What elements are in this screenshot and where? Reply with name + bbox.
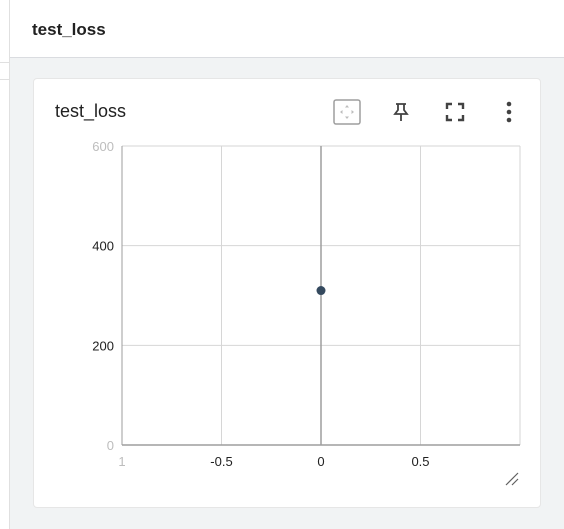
section-header: test_loss [10, 0, 564, 58]
fullscreen-button[interactable] [440, 97, 470, 127]
chart-points [316, 286, 326, 296]
data-point [316, 286, 326, 296]
fullscreen-icon [445, 102, 465, 122]
x-tick-label: -0.5 [210, 454, 232, 469]
more-vert-icon [506, 101, 512, 123]
pin-icon [393, 103, 409, 121]
section-title: test_loss [32, 20, 106, 39]
left-panel-edge [0, 0, 10, 529]
y-tick-label: 200 [92, 338, 114, 353]
chart-tick-labels: 1 -0.5 0 0.5 0 200 400 600 [92, 139, 429, 469]
y-tick-label: 0 [107, 438, 114, 453]
chart-axes [121, 146, 520, 446]
card-title: test_loss [55, 101, 127, 121]
y-tick-label: 400 [92, 239, 114, 254]
x-tick-label: 0 [317, 454, 324, 469]
x-tick-label: 0.5 [411, 454, 429, 469]
x-tick-label: 1 [118, 454, 125, 469]
fit-domain-icon [333, 99, 361, 125]
resize-handle-icon[interactable] [505, 472, 519, 486]
y-tick-label: 600 [92, 139, 114, 154]
fit-domain-button[interactable] [332, 97, 362, 127]
scalar-chart[interactable]: 1 -0.5 0 0.5 0 200 400 600 [34, 79, 542, 509]
pin-button[interactable] [386, 97, 416, 127]
scalar-card: test_loss 1 -0.5 0 0.5 0 200 400 600 [33, 78, 541, 508]
left-panel-divider [0, 62, 9, 80]
more-options-button[interactable] [494, 97, 524, 127]
